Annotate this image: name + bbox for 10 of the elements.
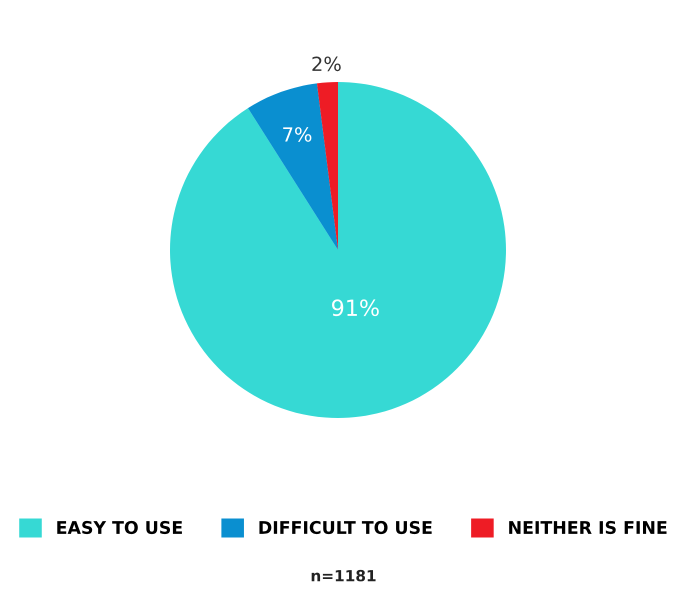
pie-slice — [248, 83, 338, 250]
legend-label: DIFFICULT TO USE — [259, 520, 432, 534]
data-label: 91% — [332, 299, 379, 316]
text: n=1181 — [312, 570, 376, 582]
data-label: 2% — [312, 56, 341, 72]
data-label: 7% — [283, 127, 312, 142]
pie-slice — [170, 82, 506, 418]
pie-slice — [316, 82, 338, 250]
legend-label: NEITHER IS FINE — [509, 520, 667, 534]
legend-label: EASY TO USE — [57, 520, 182, 534]
